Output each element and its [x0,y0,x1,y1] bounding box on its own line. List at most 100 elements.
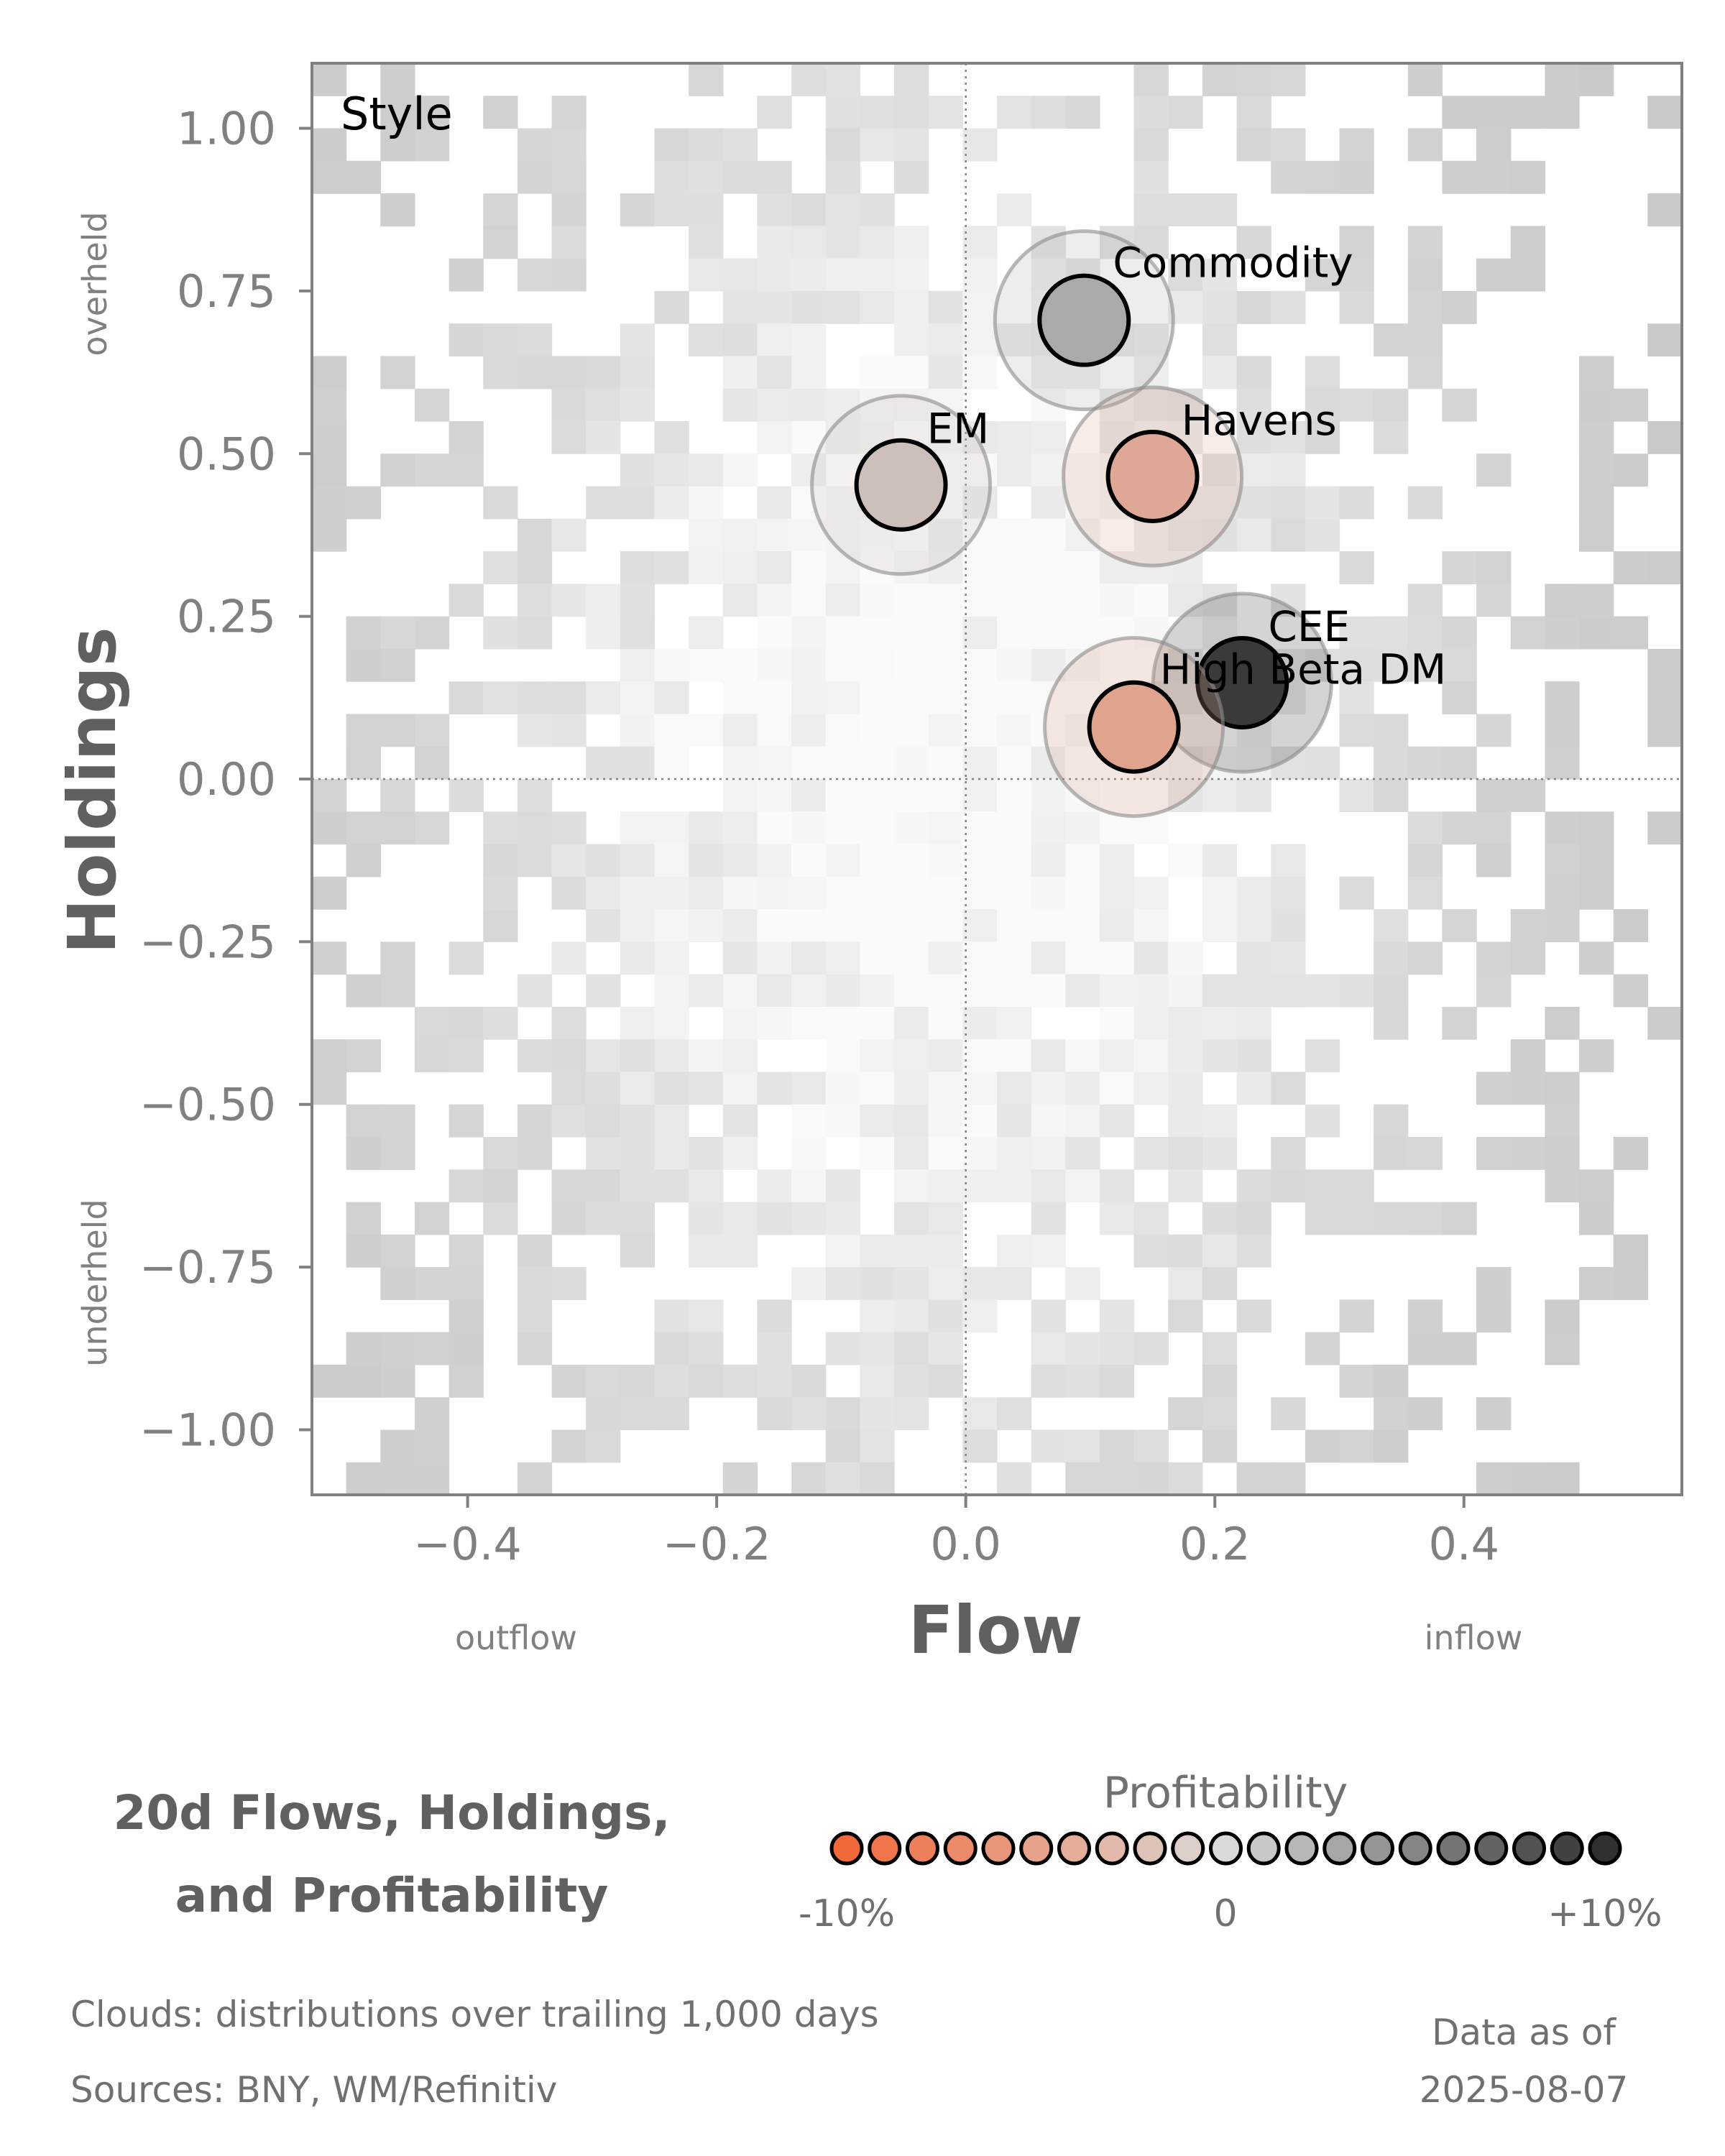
density-cell [962,323,998,357]
density-cell [1236,1039,1271,1073]
density-cell [1168,1169,1203,1203]
density-cell [620,323,656,357]
density-cell [1271,974,1306,1008]
density-cell [346,1332,381,1365]
x-tick-label: −0.4 [413,1518,522,1570]
density-cell [1476,258,1512,292]
density-cell [1339,616,1374,650]
density-cell [1202,290,1238,324]
density-cell [551,941,586,975]
density-cell [928,681,963,715]
density-cell [825,909,860,942]
density-cell [1339,388,1374,422]
density-cell [1271,63,1306,96]
density-cell [689,323,724,357]
density-cell [1407,323,1443,357]
density-cell [654,421,689,454]
density-cell [962,648,998,682]
density-cell [997,1169,1032,1203]
density-cell [722,1202,758,1235]
density-cell [757,356,792,390]
density-cell [997,909,1032,942]
density-cell [722,1137,758,1170]
density-cell [1339,160,1374,194]
colorbar-dot [1095,1831,1129,1866]
density-cell [1236,1169,1271,1203]
density-cell [1202,1039,1238,1073]
density-cell [722,1364,758,1398]
density-cell [1579,356,1614,390]
density-cell [1510,226,1545,259]
density-cell [517,356,553,390]
density-cell [654,1137,689,1170]
density-cell [962,1137,998,1170]
density-cell [483,1202,518,1235]
density-cell [517,779,553,812]
density-cell [928,779,963,812]
colorbar-dot [1512,1831,1546,1866]
density-cell [757,226,792,259]
density-cell [791,648,827,682]
density-cell [414,1006,450,1040]
density-cell [1476,811,1512,845]
density-cell [1236,290,1271,324]
density-cell [586,1202,621,1235]
density-cell [1407,1397,1443,1431]
colorbar-dot [1019,1831,1054,1866]
density-cell [928,1364,963,1398]
density-cell [483,226,518,259]
x-tick-label: −0.2 [663,1518,771,1570]
density-cell [1407,941,1443,975]
density-cell [1099,974,1135,1008]
density-cell [722,1039,758,1073]
density-cell [1442,616,1477,650]
density-cell [483,1137,518,1170]
colorbar-dot [1474,1831,1509,1866]
density-cell [1476,160,1512,194]
y-axis-ticks: 1.00 0.75 0.50 0.25 0.00 −0.25 −0.50 −0.75 −1.00 [139,103,312,1456]
density-cell [825,96,860,129]
colorbar-dot [906,1831,939,1866]
density-cell [997,1462,1032,1496]
density-cell [1339,128,1374,162]
density-cell [825,1267,860,1300]
density-cell [1236,779,1271,812]
density-cell [722,876,758,910]
density-cell [722,518,758,552]
density-cell [1407,258,1443,292]
density-cell [1305,1169,1340,1203]
density-cell [1065,1104,1100,1138]
density-cell [1065,1039,1100,1073]
density-cell [1407,63,1443,96]
density-cell [1168,1397,1203,1431]
density-cell [1442,160,1477,194]
density-cell [1065,1429,1100,1463]
density-cell [928,1332,963,1365]
density-cell [757,486,792,520]
density-cell [551,258,586,292]
x-tick-label: 0.0 [930,1518,1001,1570]
density-cell [1031,551,1066,584]
density-cell [1168,1104,1203,1138]
density-cell [1099,844,1135,877]
density-cell [1339,1429,1374,1463]
density-cell [448,1006,484,1040]
density-cell [894,96,929,129]
density-cell [1271,486,1306,520]
density-cell [312,941,347,975]
density-cell [551,193,586,226]
density-cell [1271,421,1306,454]
density-cell [757,1006,792,1040]
density-cell [620,1202,656,1235]
density-cell [654,1364,689,1398]
density-cell [1065,1332,1100,1365]
colorbar-dot [1246,1831,1281,1866]
density-cell [1339,551,1374,584]
density-cell [1476,1137,1512,1170]
density-cell [414,96,450,129]
density-cell [1133,1332,1169,1365]
density-cell [620,1039,656,1073]
density-cell [1133,323,1169,357]
density-cell [894,128,929,162]
